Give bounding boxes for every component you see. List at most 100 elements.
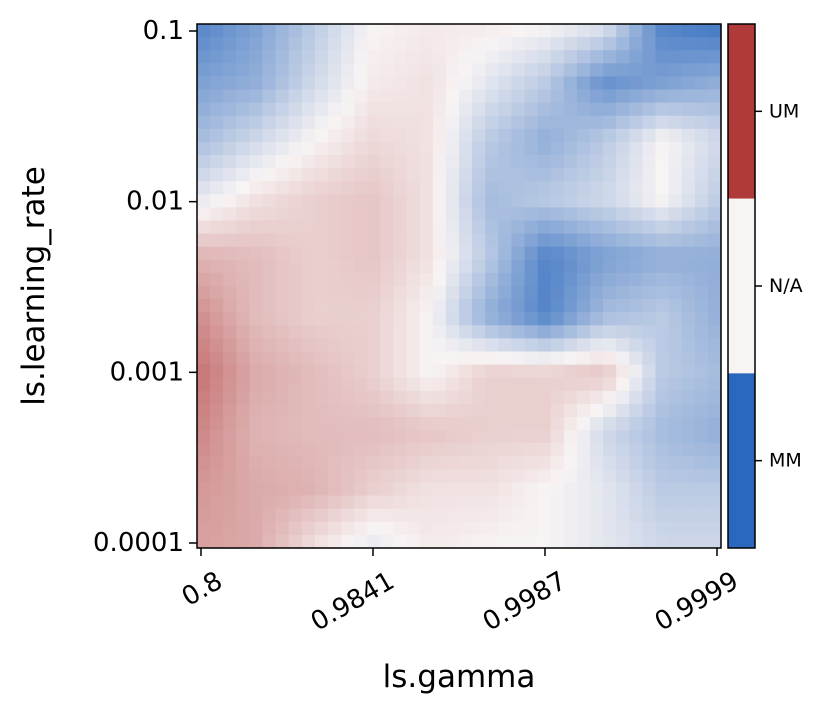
heatmap-cell: [249, 377, 264, 392]
heatmap-cell: [681, 417, 696, 431]
heatmap-cell: [236, 338, 250, 353]
heatmap-cell: [694, 155, 709, 169]
heatmap-cell: [288, 430, 303, 444]
heatmap-cell: [197, 456, 211, 470]
heatmap-cell: [642, 430, 657, 444]
heatmap-cell: [707, 194, 722, 208]
heatmap-cell: [603, 338, 617, 353]
heatmap-cell: [301, 338, 316, 353]
heatmap-cell: [288, 312, 303, 326]
heatmap-cell: [472, 115, 486, 130]
heatmap-cell: [236, 456, 250, 470]
heatmap-cell: [393, 430, 408, 444]
heatmap-cell: [210, 141, 224, 156]
heatmap-cell: [367, 272, 381, 287]
heatmap-cell: [642, 390, 657, 405]
heatmap-cell: [668, 430, 683, 444]
heatmap-cell: [576, 76, 591, 91]
heatmap-cell: [262, 115, 277, 130]
heatmap-cell: [393, 390, 408, 405]
heatmap-cell: [603, 534, 617, 549]
heatmap-cell: [550, 50, 565, 64]
heatmap-cell: [590, 312, 604, 326]
heatmap-cell: [223, 417, 237, 431]
heatmap-cell: [524, 482, 539, 497]
heatmap-cell: [380, 141, 395, 156]
heatmap-cell: [262, 37, 277, 51]
heatmap-cell: [668, 115, 683, 130]
heatmap-cell: [629, 220, 643, 235]
heatmap-cell: [524, 534, 539, 549]
heatmap-cell: [354, 272, 368, 287]
heatmap-cell: [419, 325, 434, 339]
heatmap-cell: [288, 207, 303, 222]
heatmap-cell: [694, 181, 709, 195]
heatmap-cell: [249, 246, 264, 261]
heatmap-cell: [301, 128, 316, 143]
heatmap-cell: [223, 24, 237, 38]
heatmap-cell: [406, 115, 421, 130]
heatmap-cell: [472, 534, 486, 549]
heatmap-cell: [563, 508, 578, 523]
heatmap-cell: [432, 482, 447, 497]
heatmap-cell: [655, 364, 670, 379]
heatmap-cell: [550, 63, 565, 77]
heatmap-cell: [419, 259, 434, 274]
heatmap-cell: [262, 299, 277, 313]
heatmap-cell: [576, 508, 591, 523]
heatmap-cell: [472, 76, 486, 91]
heatmap-cell: [563, 259, 578, 274]
heatmap-cell: [380, 50, 395, 64]
heatmap-cell: [197, 482, 211, 497]
heatmap-cell: [445, 351, 460, 366]
heatmap-cell: [459, 76, 473, 91]
heatmap-cell: [223, 168, 237, 182]
heatmap-cell: [367, 102, 381, 117]
heatmap-cell: [380, 286, 395, 300]
heatmap-cell: [328, 351, 342, 366]
heatmap-cell: [472, 50, 486, 64]
heatmap-cell: [668, 299, 683, 313]
heatmap-cell: [223, 364, 237, 379]
heatmap-cell: [236, 390, 250, 405]
heatmap-cell: [655, 76, 670, 91]
heatmap-cell: [485, 115, 499, 130]
heatmap-cell: [590, 24, 604, 38]
heatmap-cell: [380, 102, 395, 117]
heatmap-cell: [629, 63, 643, 77]
heatmap-cell: [445, 102, 460, 117]
heatmap-cell: [485, 272, 499, 287]
heatmap-cell: [524, 194, 539, 208]
heatmap-cell: [236, 194, 250, 208]
heatmap-cell: [655, 390, 670, 405]
heatmap-cell: [655, 312, 670, 326]
heatmap-cell: [314, 456, 329, 470]
heatmap-cell: [472, 325, 486, 339]
heatmap-cell: [197, 312, 211, 326]
heatmap-cell: [485, 534, 499, 549]
heatmap-cell: [485, 338, 499, 353]
heatmap-cell: [550, 377, 565, 392]
heatmap-cell: [236, 246, 250, 261]
heatmap-cell: [472, 495, 486, 510]
heatmap-cell: [603, 24, 617, 38]
heatmap-cell: [498, 534, 512, 549]
heatmap-cell: [603, 351, 617, 366]
heatmap-cell: [275, 482, 290, 497]
heatmap-cell: [236, 63, 250, 77]
heatmap-cell: [367, 89, 381, 104]
heatmap-cell: [432, 430, 447, 444]
heatmap-cell: [498, 155, 512, 169]
heatmap-cell: [655, 24, 670, 38]
heatmap-cell: [432, 246, 447, 261]
heatmap-cell: [341, 325, 355, 339]
heatmap-cell: [249, 168, 264, 182]
heatmap-cell: [210, 417, 224, 431]
heatmap-cell: [472, 37, 486, 51]
heatmap-cell: [707, 430, 722, 444]
heatmap-cell: [511, 495, 526, 510]
heatmap-cell: [642, 181, 657, 195]
heatmap-cell: [380, 246, 395, 261]
heatmap-cell: [354, 233, 368, 248]
heatmap-cell: [262, 181, 277, 195]
